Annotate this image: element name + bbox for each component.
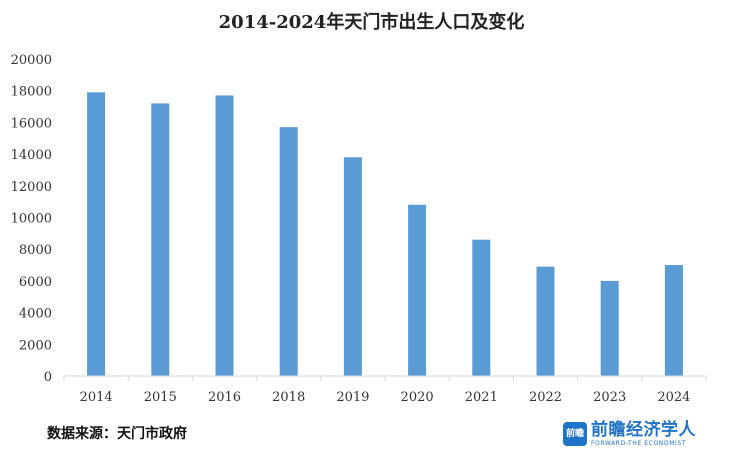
y-tick-label: 16000 <box>11 116 52 131</box>
bar-2023 <box>600 280 619 376</box>
bar-series <box>87 92 683 376</box>
y-tick-label: 4000 <box>19 307 52 322</box>
bar-2018 <box>279 127 298 376</box>
brand-logo-icon: 前瞻 <box>563 422 587 446</box>
chart-title: 2014-2024年天门市出生人口及变化 <box>218 12 525 33</box>
y-tick-label: 20000 <box>11 53 52 68</box>
brand-logo-block: 前瞻 前瞻经济学人 FORWARD-THE ECONOMIST <box>563 420 696 448</box>
x-tick-label: 2015 <box>144 390 177 405</box>
bar-2021 <box>472 239 491 376</box>
y-tick-label: 12000 <box>11 180 52 195</box>
y-tick-label: 10000 <box>11 212 52 227</box>
x-tick-label: 2014 <box>80 390 113 405</box>
y-tick-label: 0 <box>44 370 52 385</box>
y-tick-label: 18000 <box>11 85 52 100</box>
source-note: 数据来源：天门市政府 <box>47 426 187 442</box>
bar-2019 <box>343 157 362 376</box>
bar-2014 <box>87 92 106 376</box>
x-tick-label: 2020 <box>401 390 434 405</box>
y-tick-label: 2000 <box>19 338 52 353</box>
brand-name: 前瞻经济学人 <box>591 420 696 440</box>
bar-2022 <box>536 266 555 376</box>
x-tick-label: 2021 <box>465 390 498 405</box>
bar-2020 <box>408 204 427 376</box>
x-tick-label: 2022 <box>529 390 562 405</box>
x-axis-ticks <box>63 376 707 381</box>
x-axis-labels: 2014 2015 2016 2018 2019 2020 2021 2022 2023 2024 <box>80 390 691 405</box>
y-tick-label: 14000 <box>11 148 52 163</box>
brand-subtitle: FORWARD-THE ECONOMIST <box>591 440 687 447</box>
bar-2015 <box>151 103 170 376</box>
x-tick-label: 2019 <box>336 390 369 405</box>
y-axis-labels: 0 2000 4000 6000 8000 10000 12000 14000 16000 180… <box>11 53 52 385</box>
bar-2024 <box>664 265 683 376</box>
bar-2016 <box>215 95 234 376</box>
y-tick-label: 8000 <box>19 243 52 258</box>
x-tick-label: 2024 <box>657 390 690 405</box>
x-tick-label: 2016 <box>208 390 241 405</box>
x-tick-label: 2018 <box>272 390 305 405</box>
y-tick-label: 6000 <box>19 275 52 290</box>
x-tick-label: 2023 <box>593 390 626 405</box>
